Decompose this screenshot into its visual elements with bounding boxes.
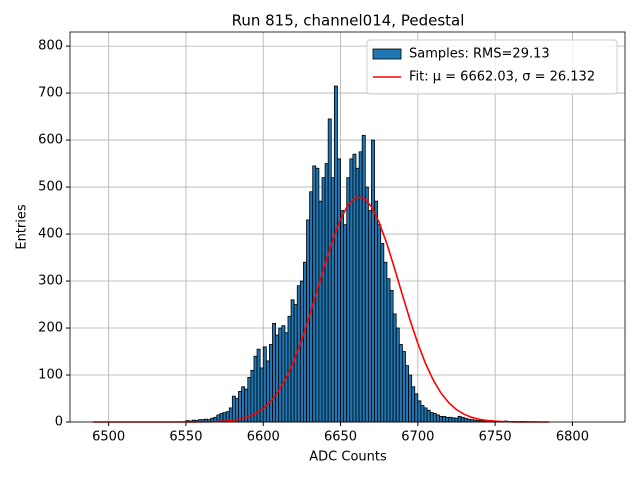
y-tick-label: 500 (38, 180, 63, 195)
bar (303, 261, 307, 423)
bar (321, 177, 326, 423)
bar (439, 415, 443, 423)
bar (408, 374, 413, 423)
bar (463, 417, 468, 423)
bar (318, 200, 323, 423)
x-tick-label: 6500 (92, 430, 125, 445)
bar (395, 327, 400, 423)
bar (451, 417, 456, 423)
legend-box (366, 39, 618, 95)
x-tick-label: 6700 (401, 430, 434, 445)
y-tick-label: 400 (38, 227, 63, 242)
bar (333, 85, 338, 423)
y-tick-label: 0 (55, 415, 63, 430)
bar (386, 278, 391, 423)
bar (346, 177, 351, 423)
bar (299, 280, 304, 423)
bar (361, 134, 366, 423)
y-tick-label: 700 (38, 86, 63, 101)
bar (275, 334, 280, 423)
bar (445, 416, 450, 423)
bar (405, 365, 409, 423)
chart-title: Run 815, channel014, Pedestal (232, 12, 465, 30)
bar (231, 395, 236, 423)
bar (293, 304, 298, 423)
bar (235, 398, 239, 423)
bar (327, 118, 332, 423)
y-tick-label: 600 (38, 133, 63, 148)
bar (358, 151, 363, 423)
bar (374, 200, 379, 423)
bar (272, 322, 277, 423)
bar (241, 386, 246, 423)
x-axis-label: ADC Counts (309, 450, 387, 465)
plot-frame (69, 31, 626, 423)
bar (355, 167, 360, 423)
bar (238, 391, 243, 423)
bar (259, 367, 264, 423)
bar (330, 177, 335, 423)
bar (340, 210, 345, 423)
bar (420, 405, 425, 423)
bar (364, 186, 369, 423)
bar (383, 261, 388, 423)
bar (262, 346, 267, 423)
bar (392, 313, 397, 423)
x-tick-label: 6750 (479, 430, 512, 445)
bar (367, 210, 372, 423)
bar (278, 327, 283, 423)
bar (337, 158, 341, 423)
bar (435, 414, 440, 423)
bar (466, 418, 471, 423)
bar (352, 153, 357, 423)
x-tick-label: 6550 (169, 430, 202, 445)
bar (343, 224, 348, 423)
x-tick-label: 6600 (247, 430, 280, 445)
y-tick-label: 300 (38, 274, 63, 289)
bar (442, 415, 447, 423)
legend-label: Fit: μ = 6662.03, σ = 26.132 (409, 70, 595, 85)
bar (265, 360, 270, 423)
y-tick-label: 100 (38, 368, 63, 383)
bar (377, 224, 382, 423)
bar (454, 417, 459, 423)
bar (429, 412, 434, 423)
bar (460, 416, 465, 423)
bar (269, 344, 273, 423)
bar (296, 285, 301, 423)
y-tick-label: 800 (38, 39, 63, 54)
bar (448, 416, 453, 423)
y-tick-label: 200 (38, 321, 63, 336)
bar (457, 415, 462, 423)
bar (389, 290, 394, 423)
bar (411, 386, 416, 423)
x-tick-label: 6800 (556, 430, 589, 445)
bar (398, 344, 403, 423)
bar (417, 400, 422, 423)
legend: Samples: RMS=29.13 Fit: μ = 6662.03, σ = … (366, 39, 618, 95)
bar (423, 407, 428, 423)
bar (432, 413, 437, 423)
bar (414, 393, 419, 423)
bar (324, 163, 329, 423)
bar (371, 139, 375, 423)
bar (426, 409, 431, 423)
bar (380, 243, 385, 423)
legend-swatch (372, 48, 402, 60)
legend-label: Samples: RMS=29.13 (409, 47, 550, 62)
bar (349, 158, 354, 423)
x-tick-label: 6650 (324, 430, 357, 445)
y-axis-label: Entries (15, 204, 30, 250)
bar (401, 351, 406, 423)
bar (281, 325, 286, 423)
